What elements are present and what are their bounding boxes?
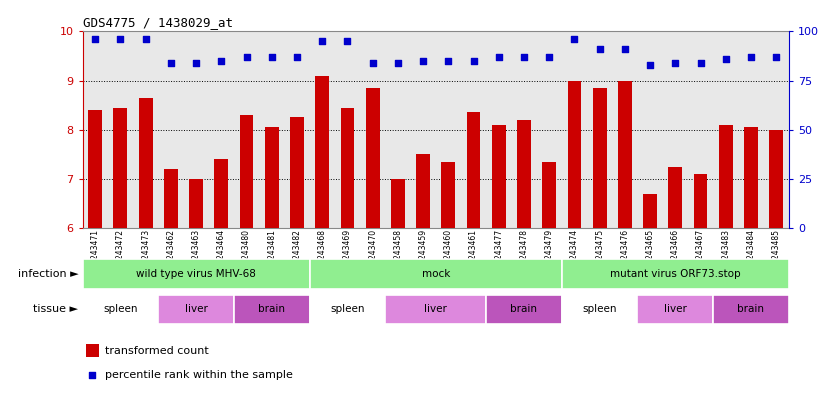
Bar [290, 118, 304, 228]
Point [291, 54, 304, 60]
Point [719, 56, 733, 62]
Point [543, 54, 556, 60]
Bar [234, 295, 310, 324]
Bar [310, 259, 562, 289]
Bar [593, 88, 606, 228]
Bar [517, 120, 531, 228]
Bar [543, 162, 556, 228]
Point [164, 60, 178, 66]
Point [694, 60, 707, 66]
Point [139, 36, 152, 42]
Point [619, 46, 632, 52]
Point [240, 54, 253, 60]
Point [265, 54, 278, 60]
Bar [769, 130, 783, 228]
Text: mock: mock [421, 269, 450, 279]
Bar [164, 169, 178, 228]
Bar [562, 259, 789, 289]
Bar [713, 295, 789, 324]
Bar [638, 295, 713, 324]
Point [316, 38, 329, 44]
Text: GDS4775 / 1438029_at: GDS4775 / 1438029_at [83, 16, 233, 29]
Bar [265, 127, 278, 228]
Bar [86, 343, 99, 357]
Point [215, 58, 228, 64]
Text: brain: brain [259, 305, 285, 314]
Point [88, 36, 102, 42]
Bar [240, 115, 254, 228]
Bar [441, 162, 455, 228]
Point [567, 36, 581, 42]
Point [341, 38, 354, 44]
Point [643, 62, 657, 68]
Bar [189, 179, 203, 228]
Text: brain: brain [738, 305, 765, 314]
Bar [83, 259, 310, 289]
Bar [83, 295, 159, 324]
Bar [668, 167, 682, 228]
Text: percentile rank within the sample: percentile rank within the sample [105, 370, 293, 380]
Bar [139, 98, 153, 228]
Point [114, 36, 127, 42]
Point [593, 46, 606, 52]
Point [744, 54, 757, 60]
Bar [88, 110, 102, 228]
Bar [316, 75, 329, 228]
Bar [562, 295, 638, 324]
Point [467, 58, 480, 64]
Point [392, 60, 405, 66]
Text: tissue ►: tissue ► [34, 305, 78, 314]
Bar [391, 179, 405, 228]
Text: infection ►: infection ► [18, 269, 78, 279]
Bar [416, 154, 430, 228]
Point [86, 372, 99, 378]
Point [770, 54, 783, 60]
Bar [310, 295, 385, 324]
Bar [719, 125, 733, 228]
Bar [385, 295, 487, 324]
Text: liver: liver [425, 305, 447, 314]
Text: spleen: spleen [582, 305, 617, 314]
Bar [567, 81, 582, 228]
Bar [618, 81, 632, 228]
Text: spleen: spleen [103, 305, 138, 314]
Point [669, 60, 682, 66]
Bar [340, 108, 354, 228]
Text: wild type virus MHV-68: wild type virus MHV-68 [136, 269, 256, 279]
Text: transformed count: transformed count [105, 346, 209, 356]
Bar [643, 193, 657, 228]
Point [442, 58, 455, 64]
Bar [694, 174, 708, 228]
Point [416, 58, 430, 64]
Bar [113, 108, 127, 228]
Bar [215, 159, 228, 228]
Bar [467, 112, 481, 228]
Text: spleen: spleen [330, 305, 365, 314]
Text: mutant virus ORF73.stop: mutant virus ORF73.stop [610, 269, 741, 279]
Text: liver: liver [664, 305, 686, 314]
Text: brain: brain [510, 305, 538, 314]
Text: liver: liver [185, 305, 207, 314]
Bar [159, 295, 234, 324]
Point [517, 54, 530, 60]
Bar [487, 295, 562, 324]
Bar [491, 125, 506, 228]
Bar [744, 127, 758, 228]
Point [189, 60, 202, 66]
Point [492, 54, 506, 60]
Point [366, 60, 379, 66]
Bar [366, 88, 380, 228]
